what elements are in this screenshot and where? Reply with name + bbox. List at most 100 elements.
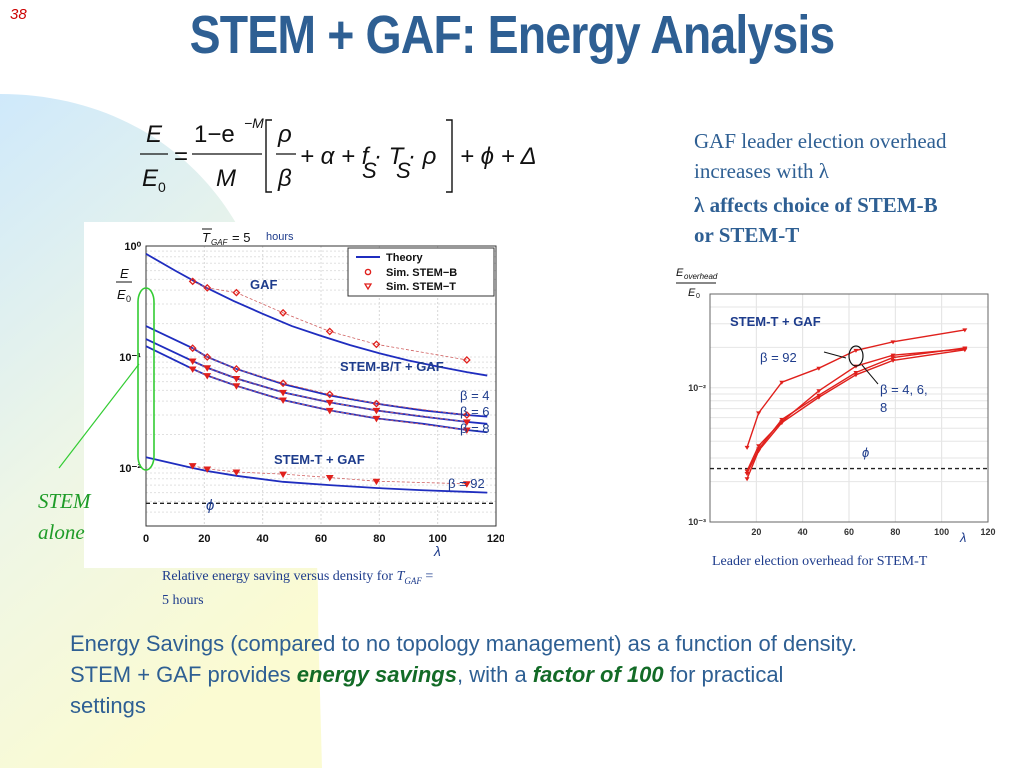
- annot-beta92: β = 92: [448, 476, 485, 491]
- left-x-tick-label: 20: [198, 533, 210, 545]
- formula-tail: + ϕ + Δ: [460, 143, 537, 170]
- formula-lhs-den-sub: 0: [158, 179, 166, 195]
- stem-alone-line2: alone: [38, 520, 85, 544]
- left-sim-t-point: [203, 365, 212, 372]
- top-label-eq: = 5: [232, 230, 250, 245]
- right-series-point: [962, 348, 968, 353]
- right-x-tick-label: 40: [798, 527, 808, 537]
- left-sim-t-point: [279, 389, 287, 397]
- left-caption-line2: 5 hours: [162, 592, 204, 608]
- formula-lhs-num: E: [146, 121, 163, 148]
- formula-sub-s1: S: [362, 158, 377, 183]
- summary-line2-c: for practical: [663, 662, 784, 687]
- right-series-point: [962, 328, 968, 333]
- right-annot-phi: ϕ: [862, 445, 869, 460]
- left-sim-b-point: [232, 365, 241, 373]
- left-sim-t-point: [232, 383, 241, 390]
- formula-sub-s2: S: [396, 158, 411, 183]
- summary-emph-energy: energy savings: [296, 662, 457, 687]
- left-sim-t-point: [279, 397, 287, 404]
- svg-text:=: =: [174, 143, 188, 170]
- annot-phi: ϕ: [206, 497, 214, 514]
- right-series-point: [890, 358, 896, 363]
- left-sim-t-point: [372, 407, 381, 415]
- left-sim-b-point: [203, 283, 212, 292]
- annot-gaf: GAF: [250, 277, 278, 292]
- left-sim-b-point: [325, 390, 334, 399]
- right-x-tick-label: 80: [890, 527, 900, 537]
- right-series-point: [756, 449, 762, 454]
- right-annot-beta468-2: 8: [880, 400, 887, 415]
- left-sim-line: [192, 347, 467, 416]
- left-sim-t-point: [325, 407, 334, 415]
- formula-inner-terms: + α + f: [300, 143, 371, 170]
- right-series-point: [756, 444, 762, 449]
- left-x-tick-label: 80: [373, 533, 385, 545]
- stem-alone-label: STEM alone: [38, 486, 91, 548]
- left-caption-sub: GAF: [404, 575, 422, 586]
- formula-inner-num: ρ: [277, 121, 292, 148]
- slide-number: 38: [10, 6, 27, 23]
- left-theory-line: [145, 456, 488, 494]
- left-chart-caption: Relative energy saving versus density fo…: [162, 567, 507, 610]
- left-ylabel-num: E: [120, 266, 129, 281]
- right-annot-beta468: β = 4, 6,: [880, 382, 928, 397]
- left-sim-t-point: [462, 427, 471, 434]
- left-theory-line: [145, 325, 488, 418]
- left-sim-t-point: [188, 366, 197, 373]
- page-title: STEM + GAF: Energy Analysis: [189, 5, 836, 65]
- summary-line1: Energy Savings (compared to no topology …: [70, 631, 858, 656]
- left-x-tick-label: 60: [315, 533, 327, 545]
- left-sim-t-point: [462, 481, 471, 488]
- right-y-tick-label: 10⁻²: [688, 383, 706, 393]
- right-xlabel: λ: [959, 530, 966, 545]
- right-ylabel-den-sub: 0: [696, 293, 700, 300]
- left-sim-t-point: [188, 358, 197, 365]
- annot-beta8: β = 8: [460, 421, 490, 436]
- left-x-tick-label: 100: [428, 533, 446, 545]
- right-series-point: [779, 421, 785, 426]
- annot-beta4: β = 4: [460, 388, 490, 403]
- left-sim-line: [192, 281, 467, 361]
- left-sim-b-point: [279, 379, 288, 388]
- right-x-tick-label: 120: [980, 527, 995, 537]
- top-label-T: T: [202, 230, 211, 245]
- left-theory-line: [145, 345, 488, 434]
- summary-emph-factor: factor of 100: [532, 662, 664, 687]
- left-sim-t-point: [203, 373, 212, 380]
- left-sim-t-point: [232, 375, 241, 383]
- top-label-unit: hours: [266, 231, 294, 243]
- right-annot-pointer-468: [861, 364, 879, 385]
- right-series-point: [744, 477, 750, 482]
- right-x-tick-label: 20: [751, 527, 761, 537]
- right-ylabel-num-sub: overhead: [684, 272, 718, 281]
- right-series-point: [853, 373, 859, 378]
- right-series-point: [816, 366, 822, 371]
- left-sim-b-point: [325, 327, 334, 336]
- summary-line2-a: STEM + GAF provides: [70, 662, 297, 687]
- right-series-point: [779, 380, 785, 385]
- left-sim-t-point: [188, 463, 197, 470]
- overhead-chart: 20 40 60 80 100 120 10⁻² 10⁻³ E overhead E 0 ST…: [672, 262, 1002, 552]
- formula-frac-num-sup: −M: [244, 115, 264, 131]
- left-y-tick-label: 10⁰: [124, 241, 141, 253]
- right-chart-caption: Leader election overhead for STEM-T: [712, 554, 928, 569]
- stem-alone-highlight: [137, 287, 155, 471]
- summary-text: Energy Savings (compared to no topology …: [70, 628, 1000, 721]
- right-series-point: [853, 371, 859, 376]
- left-legend: Theory Sim. STEM−B Sim. STEM−T: [347, 247, 495, 297]
- right-annot-title: STEM-T + GAF: [730, 314, 821, 329]
- left-sim-b-point: [279, 308, 288, 317]
- summary-line2-b: , with a: [456, 662, 533, 687]
- top-label-sub: GAF: [211, 238, 229, 247]
- left-sim-t-point: [462, 419, 471, 426]
- formula-inner-den: β: [277, 165, 292, 192]
- annot-stem-t: STEM-T + GAF: [274, 452, 365, 467]
- left-sim-b-point: [462, 356, 471, 364]
- summary-line3: settings: [70, 693, 146, 718]
- formula-frac-den: M: [216, 165, 236, 192]
- left-sim-b-point: [188, 344, 197, 353]
- right-series-point: [890, 340, 896, 345]
- left-x-tick-label: 120: [487, 533, 504, 545]
- formula-T: · T: [374, 143, 406, 170]
